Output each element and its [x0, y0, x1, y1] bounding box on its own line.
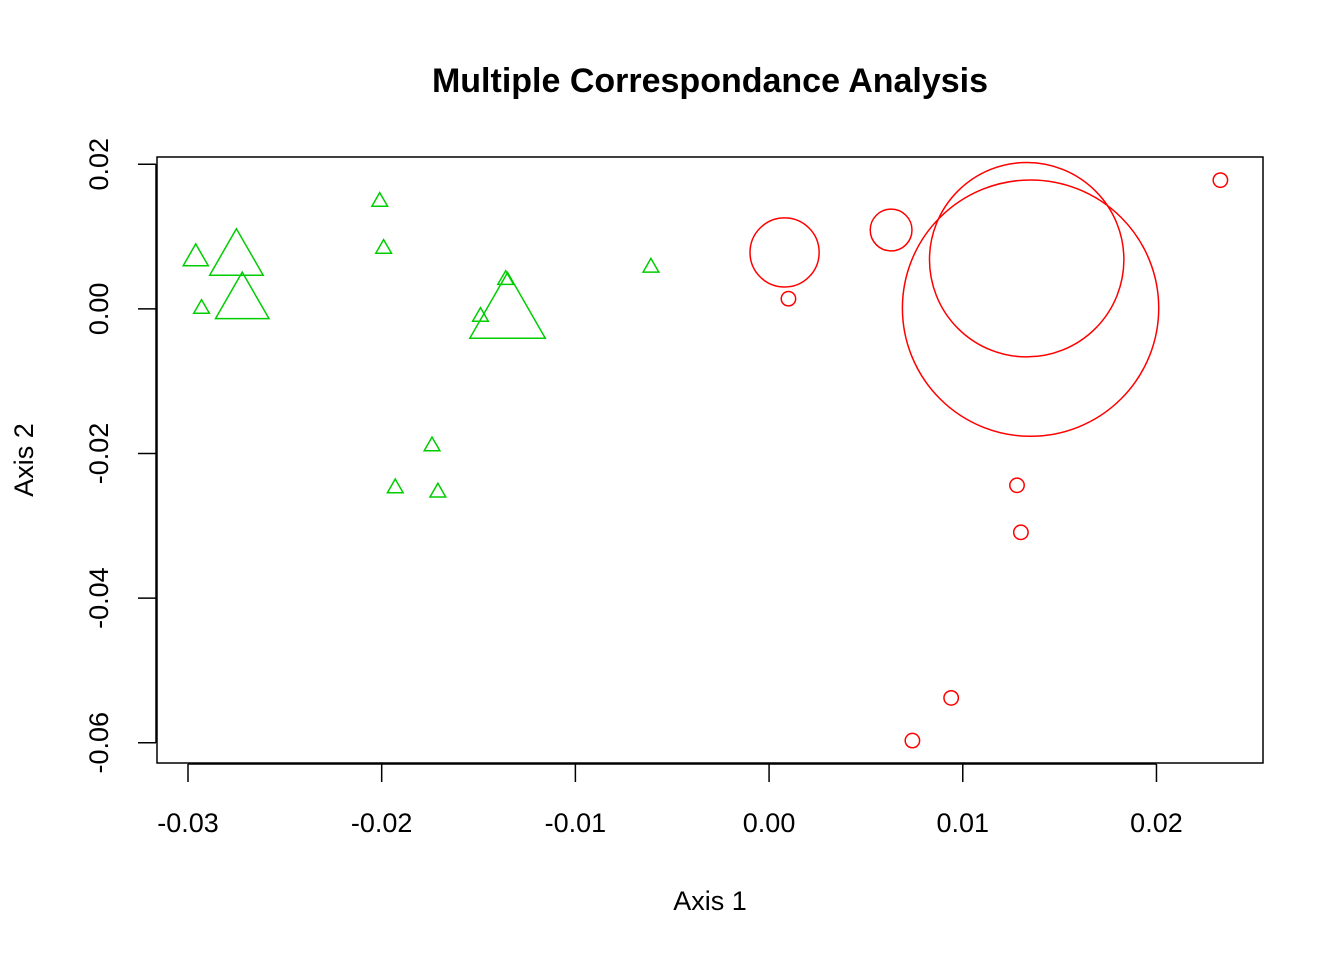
circle-point — [943, 689, 960, 706]
data-points — [181, 161, 1229, 749]
circle-point — [780, 290, 797, 307]
x-axis: -0.03 -0.02 -0.01 0.00 0.01 0.02 — [157, 763, 1183, 838]
circle-point — [928, 161, 1125, 358]
chart-title: Multiple Correspondance Analysis — [432, 62, 988, 100]
plot-frame — [156, 156, 1264, 764]
triangle-point — [422, 435, 442, 452]
y-tick-label: 0.02 — [84, 138, 114, 191]
triangle-point — [181, 242, 210, 267]
circle-point — [1012, 524, 1029, 541]
triangle-point — [370, 191, 389, 208]
triangle-point — [496, 269, 515, 286]
triangle-point — [641, 256, 661, 273]
triangle-point — [471, 306, 490, 323]
y-tick-label: -0.06 — [84, 712, 114, 774]
triangle-point — [374, 238, 393, 255]
y-tick-label: 0.00 — [84, 283, 114, 336]
x-tick-label: -0.02 — [351, 808, 413, 838]
circle-point — [901, 179, 1160, 438]
triangle-point — [428, 481, 447, 498]
y-axis-label: Axis 2 — [9, 423, 39, 497]
y-axis: -0.06 -0.04 -0.02 0.00 0.02 — [84, 138, 157, 774]
y-tick-label: -0.04 — [84, 567, 114, 629]
x-tick-label: -0.03 — [157, 808, 219, 838]
circle-point — [1212, 172, 1229, 189]
circle-point — [904, 732, 921, 749]
x-tick-label: 0.02 — [1130, 808, 1183, 838]
triangle-point — [214, 270, 271, 320]
y-tick-label: -0.02 — [84, 423, 114, 485]
triangle-point — [386, 477, 405, 494]
x-tick-label: -0.01 — [545, 808, 607, 838]
x-axis-label: Axis 1 — [673, 886, 747, 916]
triangle-point — [192, 298, 211, 315]
triangle-point — [208, 227, 265, 276]
x-tick-label: 0.00 — [743, 808, 796, 838]
triangle-point — [468, 270, 547, 339]
x-tick-label: 0.01 — [936, 808, 989, 838]
circle-point — [749, 217, 820, 288]
circle-point — [1009, 477, 1025, 494]
circle-point — [869, 208, 913, 252]
